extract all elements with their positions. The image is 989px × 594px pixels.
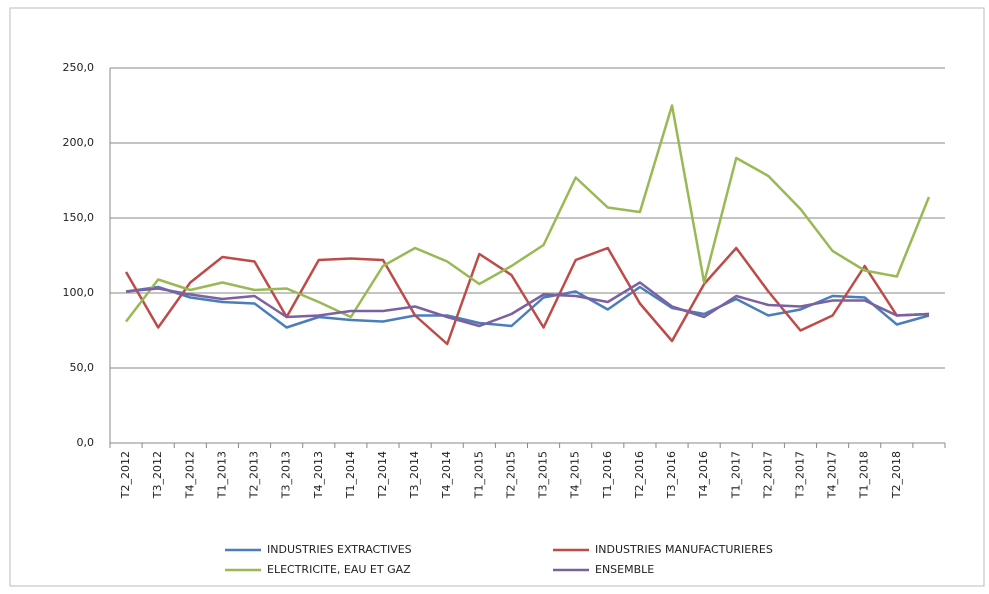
x-tick-label: T2_2013 <box>248 451 261 499</box>
x-tick-label: T2_2017 <box>761 451 774 499</box>
y-tick-label: 200,0 <box>63 136 95 149</box>
x-tick-label: T4_2014 <box>440 451 453 499</box>
chart-border <box>9 7 985 587</box>
series-line <box>125 285 930 329</box>
series-line <box>125 281 930 328</box>
x-tick-label: T1_2013 <box>215 451 228 499</box>
y-tick-label: 250,0 <box>63 61 95 74</box>
legend-label: INDUSTRIES EXTRACTIVES <box>267 543 412 556</box>
x-tick-label: T4_2012 <box>183 451 196 499</box>
x-tick-label: T2_2012 <box>119 451 132 499</box>
series-line <box>125 104 931 323</box>
x-tick-label: T2_2016 <box>633 451 646 499</box>
series-line <box>124 246 930 346</box>
x-tick-label: T4_2016 <box>697 451 710 499</box>
x-tick-label: T4_2017 <box>826 451 839 499</box>
x-tick-label: T1_2014 <box>344 451 357 499</box>
y-tick-label: 50,0 <box>70 361 95 374</box>
x-tick-label: T3_2015 <box>537 451 550 499</box>
x-tick-label: T4_2013 <box>312 451 325 499</box>
x-tick-label: T2_2014 <box>376 451 389 499</box>
x-tick-label: T4_2015 <box>569 451 582 499</box>
legend-label: ENSEMBLE <box>595 563 654 576</box>
legend-label: INDUSTRIES MANUFACTURIERES <box>595 543 773 556</box>
x-tick-label: T3_2012 <box>151 451 164 499</box>
y-tick-label: 150,0 <box>63 211 95 224</box>
x-tick-label: T1_2016 <box>601 451 614 499</box>
x-tick-label: T1_2018 <box>858 451 871 499</box>
x-tick-label: T3_2017 <box>793 451 806 499</box>
x-tick-label: T1_2017 <box>729 451 742 499</box>
y-tick-label: 100,0 <box>63 286 95 299</box>
x-tick-label: T1_2015 <box>472 451 485 499</box>
x-tick-label: T2_2018 <box>890 451 903 499</box>
y-tick-label: 0,0 <box>77 436 95 449</box>
x-tick-label: T3_2016 <box>665 451 678 499</box>
legend-label: ELECTRICITE, EAU ET GAZ <box>267 563 411 576</box>
x-tick-label: T3_2014 <box>408 451 421 499</box>
x-tick-label: T2_2015 <box>504 451 517 499</box>
x-tick-label: T3_2013 <box>280 451 293 499</box>
